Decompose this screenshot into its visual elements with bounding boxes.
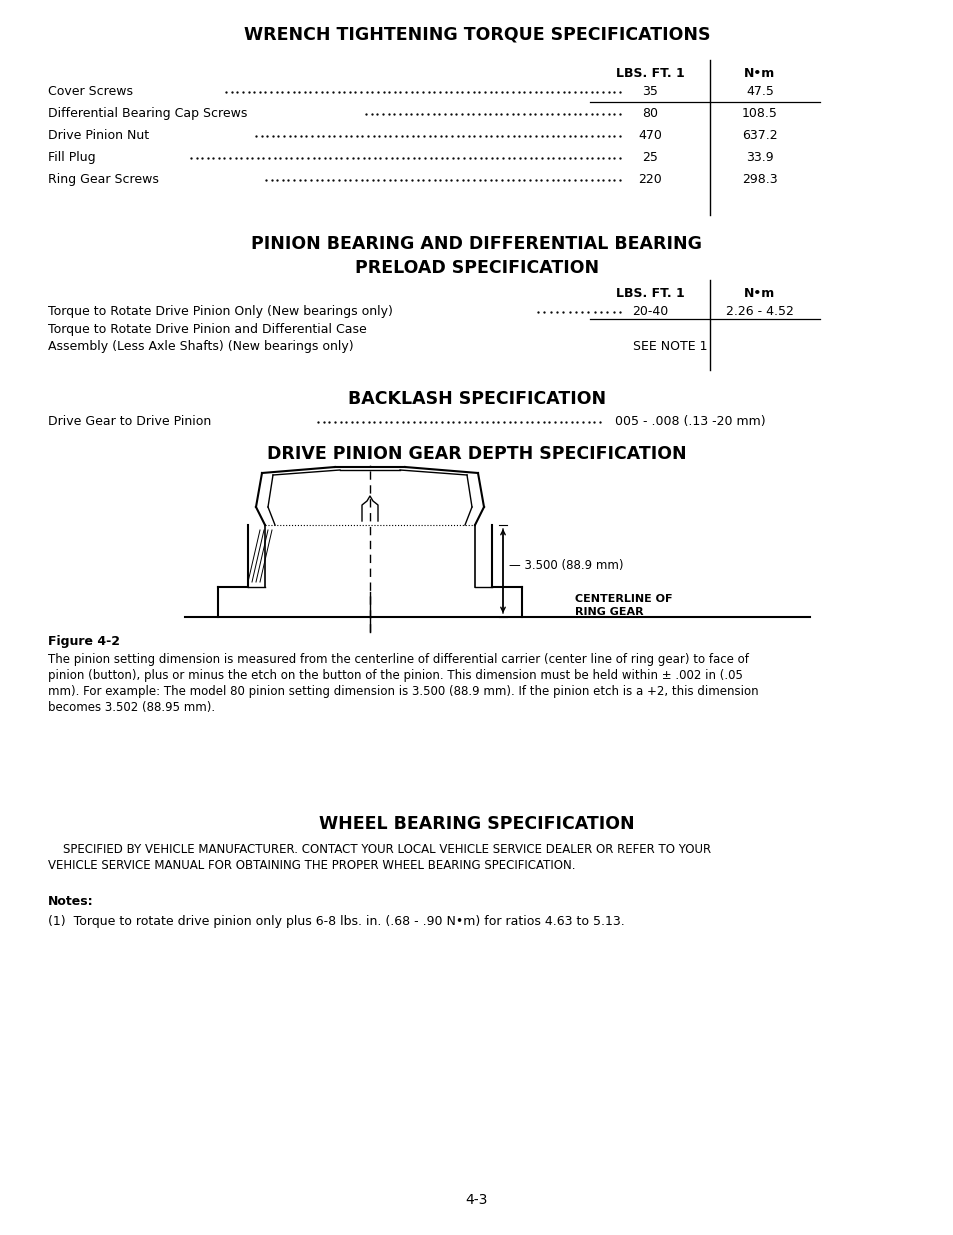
Text: 298.3: 298.3	[741, 173, 777, 186]
Text: pinion (button), plus or minus the etch on the button of the pinion. This dimens: pinion (button), plus or minus the etch …	[48, 669, 742, 682]
Text: Figure 4-2: Figure 4-2	[48, 635, 120, 648]
Text: 637.2: 637.2	[741, 128, 777, 142]
Text: 33.9: 33.9	[745, 151, 773, 164]
Text: N•m: N•m	[743, 67, 775, 80]
Text: PINION BEARING AND DIFFERENTIAL BEARING: PINION BEARING AND DIFFERENTIAL BEARING	[252, 235, 701, 253]
Text: — 3.500 (88.9 mm): — 3.500 (88.9 mm)	[509, 559, 623, 573]
Text: Fill Plug: Fill Plug	[48, 151, 95, 164]
Text: WHEEL BEARING SPECIFICATION: WHEEL BEARING SPECIFICATION	[319, 815, 634, 832]
Text: Notes:: Notes:	[48, 895, 93, 908]
Text: 4-3: 4-3	[465, 1193, 488, 1207]
Text: PRELOAD SPECIFICATION: PRELOAD SPECIFICATION	[355, 259, 598, 277]
Text: SPECIFIED BY VEHICLE MANUFACTURER. CONTACT YOUR LOCAL VEHICLE SERVICE DEALER OR : SPECIFIED BY VEHICLE MANUFACTURER. CONTA…	[48, 844, 710, 856]
Text: DRIVE PINION GEAR DEPTH SPECIFICATION: DRIVE PINION GEAR DEPTH SPECIFICATION	[267, 445, 686, 463]
Text: CENTERLINE OF: CENTERLINE OF	[575, 594, 672, 604]
Text: 005 - .008 (.13 -20 mm): 005 - .008 (.13 -20 mm)	[615, 415, 765, 429]
Text: 108.5: 108.5	[741, 107, 777, 120]
Text: Drive Pinion Nut: Drive Pinion Nut	[48, 128, 149, 142]
Text: becomes 3.502 (88.95 mm).: becomes 3.502 (88.95 mm).	[48, 701, 214, 714]
Text: Differential Bearing Cap Screws: Differential Bearing Cap Screws	[48, 107, 247, 120]
Text: 220: 220	[638, 173, 661, 186]
Text: 25: 25	[641, 151, 658, 164]
Text: Assembly (Less Axle Shafts) (New bearings only): Assembly (Less Axle Shafts) (New bearing…	[48, 340, 354, 353]
Text: LBS. FT. 1: LBS. FT. 1	[615, 67, 683, 80]
Text: Torque to Rotate Drive Pinion and Differential Case: Torque to Rotate Drive Pinion and Differ…	[48, 324, 366, 336]
Text: 47.5: 47.5	[745, 85, 773, 98]
Text: 35: 35	[641, 85, 658, 98]
Text: Ring Gear Screws: Ring Gear Screws	[48, 173, 159, 186]
Text: 20-40: 20-40	[631, 305, 667, 317]
Text: mm). For example: The model 80 pinion setting dimension is 3.500 (88.9 mm). If t: mm). For example: The model 80 pinion se…	[48, 685, 758, 698]
Text: (1)  Torque to rotate drive pinion only plus 6-8 lbs. in. (.68 - .90 N•m) for ra: (1) Torque to rotate drive pinion only p…	[48, 915, 624, 927]
Text: LBS. FT. 1: LBS. FT. 1	[615, 287, 683, 300]
Text: Torque to Rotate Drive Pinion Only (New bearings only): Torque to Rotate Drive Pinion Only (New …	[48, 305, 393, 317]
Text: N•m: N•m	[743, 287, 775, 300]
Text: Cover Screws: Cover Screws	[48, 85, 132, 98]
Text: 2.26 - 4.52: 2.26 - 4.52	[725, 305, 793, 317]
Text: SEE NOTE 1: SEE NOTE 1	[632, 340, 706, 353]
Text: 470: 470	[638, 128, 661, 142]
Text: WRENCH TIGHTENING TORQUE SPECIFICATIONS: WRENCH TIGHTENING TORQUE SPECIFICATIONS	[244, 25, 709, 43]
Text: BACKLASH SPECIFICATION: BACKLASH SPECIFICATION	[348, 390, 605, 408]
Text: The pinion setting dimension is measured from the centerline of differential car: The pinion setting dimension is measured…	[48, 653, 748, 666]
Text: 80: 80	[641, 107, 658, 120]
Text: Drive Gear to Drive Pinion: Drive Gear to Drive Pinion	[48, 415, 211, 429]
Text: RING GEAR: RING GEAR	[575, 606, 643, 618]
Text: VEHICLE SERVICE MANUAL FOR OBTAINING THE PROPER WHEEL BEARING SPECIFICATION.: VEHICLE SERVICE MANUAL FOR OBTAINING THE…	[48, 860, 575, 872]
